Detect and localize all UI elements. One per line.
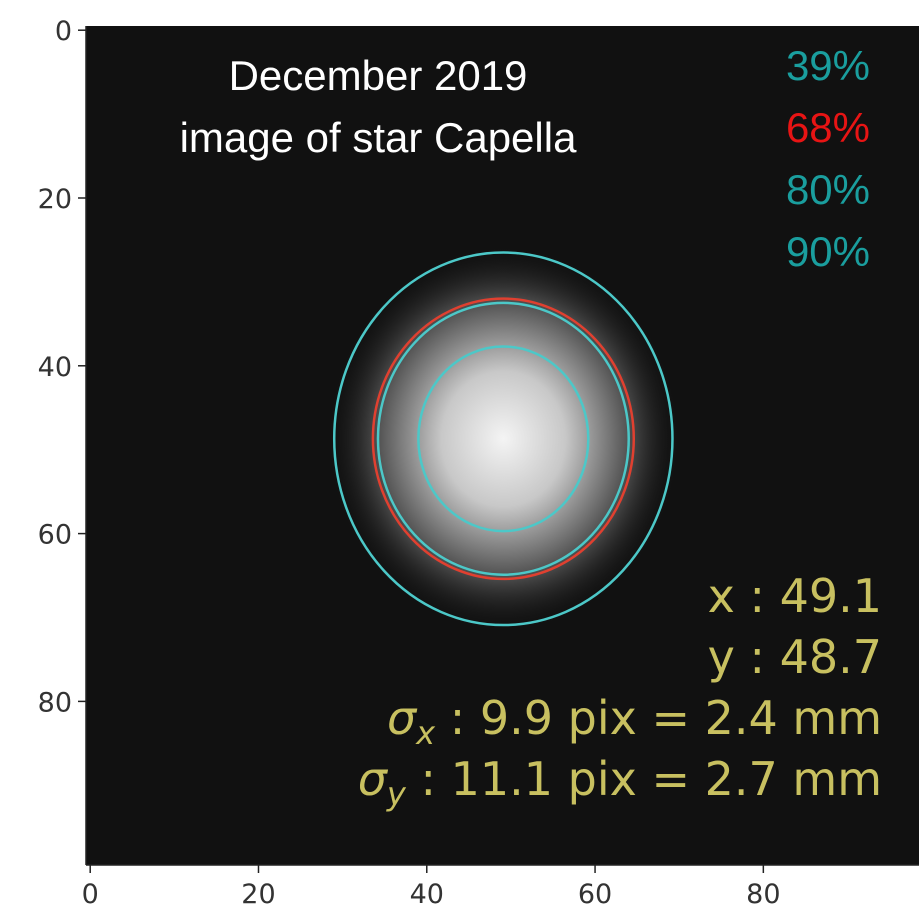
stat-subscript: y	[386, 775, 407, 813]
stat-text: : 11.1 pix = 2.7 mm	[406, 752, 882, 806]
y-tick-label: 40	[38, 352, 72, 383]
x-tick-label: 0	[82, 879, 99, 910]
stat-line: x : 49.1	[708, 569, 882, 623]
y-tick-label: 80	[38, 687, 72, 718]
chart-title: image of star Capella	[180, 114, 578, 161]
stat-line: σx : 9.9 pix = 2.4 mm	[387, 691, 882, 752]
stat-symbol: σ	[358, 752, 389, 806]
stat-text: x : 49.1	[708, 569, 882, 623]
x-tick-label: 80	[746, 879, 780, 910]
stat-subscript: x	[415, 714, 436, 752]
stat-line: y : 48.7	[708, 630, 882, 684]
ellipse-label: 39%	[786, 42, 870, 89]
x-tick-label: 60	[578, 879, 612, 910]
stat-text: y : 48.7	[708, 630, 882, 684]
ellipse-label: 90%	[786, 228, 870, 275]
x-tick-label: 40	[410, 879, 444, 910]
stat-symbol: σ	[387, 691, 418, 745]
x-tick-label: 20	[241, 879, 275, 910]
stat-text: : 9.9 pix = 2.4 mm	[435, 691, 882, 745]
y-tick-label: 0	[55, 16, 72, 47]
stat-line: σy : 11.1 pix = 2.7 mm	[358, 752, 882, 813]
y-tick-label: 60	[38, 520, 72, 551]
chart: 0 20 40 60 80 0 20 40 60 80 39% 68% 80% 90% December 2…	[0, 0, 919, 919]
ellipse-label: 68%	[786, 104, 870, 151]
y-tick-label: 20	[38, 184, 72, 215]
chart-title: December 2019	[229, 52, 528, 99]
ellipse-label: 80%	[786, 166, 870, 213]
